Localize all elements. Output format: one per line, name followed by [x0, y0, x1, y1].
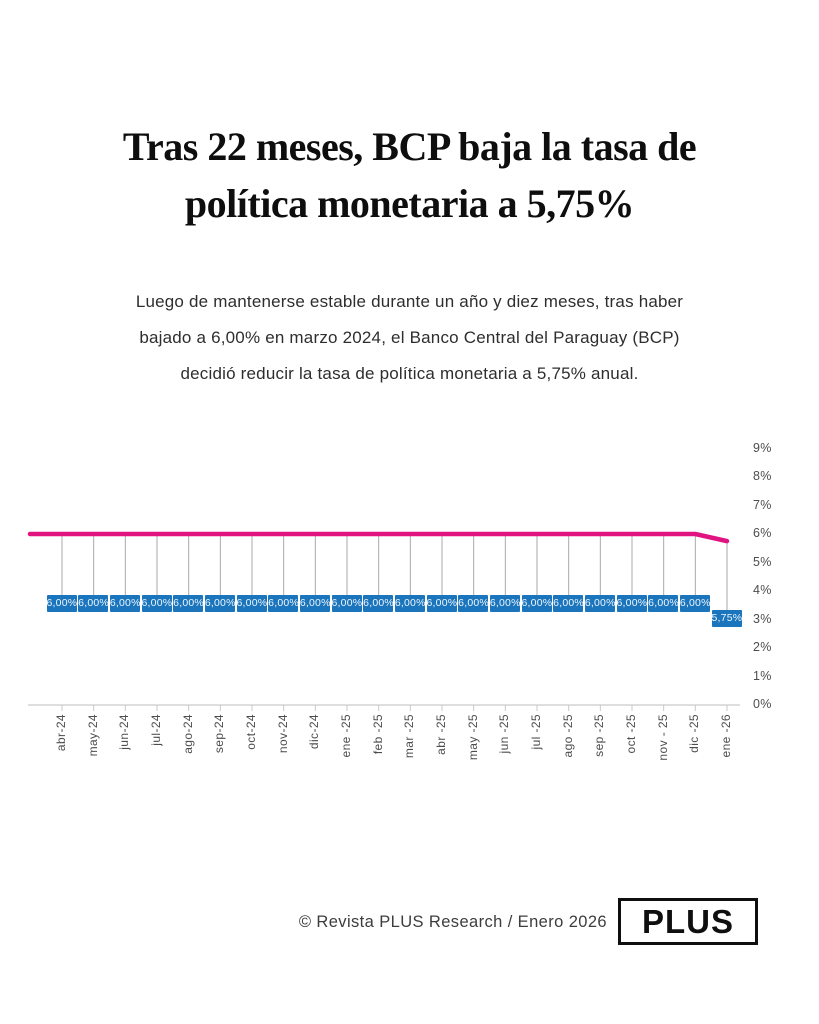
- page-title: Tras 22 meses, BCP baja la tasa de polít…: [0, 118, 819, 232]
- y-axis-label: 7%: [753, 497, 772, 512]
- data-point-label: 6,00%: [236, 595, 267, 612]
- x-axis-label: sep -25: [592, 714, 607, 757]
- x-axis-label: dic -25: [687, 714, 702, 753]
- data-point-label: 6,00%: [426, 595, 457, 612]
- data-point-label: 6,00%: [553, 595, 584, 612]
- y-axis-label: 6%: [753, 526, 772, 540]
- data-point-label: 6,00%: [521, 595, 552, 612]
- y-axis-label: 9%: [753, 440, 772, 455]
- y-axis-label: 0%: [753, 697, 772, 711]
- page-title-line-2: política monetaria a 5,75%: [184, 181, 635, 226]
- data-point-label: 6,00%: [331, 595, 362, 612]
- footer-credit: © Revista PLUS Research / Enero 2026: [298, 913, 607, 931]
- subtitle-line-2: bajado a 6,00% en marzo 2024, el Banco C…: [139, 328, 680, 347]
- x-axis-label: abr -25: [434, 714, 448, 755]
- data-point-label: 6,00%: [109, 595, 140, 612]
- plus-logo-text: PLUS: [641, 902, 734, 940]
- x-axis-label: oct -25: [624, 714, 638, 754]
- x-axis-label: ene -26: [719, 714, 733, 758]
- x-axis-label: may -25: [465, 714, 480, 761]
- x-axis-label: ene -25: [339, 714, 353, 758]
- page-subtitle: Luego de mantenerse estable durante un a…: [0, 284, 819, 392]
- data-point-label: 6,00%: [204, 595, 235, 612]
- x-axis-label: jul-24: [149, 714, 163, 746]
- x-axis-label: mar -25: [402, 714, 417, 759]
- x-axis-label: jul -25: [529, 714, 543, 750]
- x-axis-label: jun -25: [497, 714, 512, 754]
- data-point-label: 6,00%: [268, 595, 299, 612]
- x-axis-label: jun-24: [117, 714, 132, 750]
- data-point-label: 6,00%: [394, 595, 425, 612]
- data-point-label: 6,00%: [679, 595, 710, 612]
- y-axis-label: 4%: [753, 583, 772, 597]
- data-point-label: 6,00%: [173, 595, 204, 612]
- data-point-label: 6,00%: [584, 595, 615, 612]
- y-axis-label: 2%: [753, 640, 772, 654]
- data-point-label: 6,00%: [78, 595, 109, 612]
- data-point-label: 5,75%: [711, 610, 742, 627]
- data-point-label: 6,00%: [363, 595, 394, 612]
- rate-line: [27, 531, 730, 544]
- x-axis-label: nov - 25: [655, 714, 670, 761]
- x-axis-label: abr-24: [54, 714, 68, 752]
- subtitle-line-1: Luego de mantenerse estable durante un a…: [135, 292, 684, 311]
- data-point-label: 6,00%: [299, 595, 330, 612]
- plus-logo: PLUS: [618, 898, 758, 945]
- y-axis-label: 5%: [753, 554, 772, 569]
- x-axis-label: feb -25: [370, 714, 385, 755]
- x-axis-label: ago -25: [560, 714, 575, 758]
- x-axis-label: ago-24: [180, 714, 195, 754]
- data-point-label: 6,00%: [489, 595, 520, 612]
- y-axis-label: 8%: [753, 469, 772, 483]
- y-axis-label: 1%: [753, 668, 772, 683]
- data-point-label: 6,00%: [648, 595, 679, 612]
- y-axis-label: 3%: [753, 611, 772, 626]
- x-axis-label: oct-24: [244, 714, 258, 750]
- x-axis-label: may-24: [85, 714, 100, 757]
- data-point-label: 6,00%: [616, 595, 647, 612]
- data-point-label: 6,00%: [46, 595, 77, 612]
- x-axis-label: nov-24: [275, 714, 290, 754]
- x-axis-label: sep-24: [212, 714, 227, 754]
- subtitle-line-3: decidió reducir la tasa de política mone…: [180, 364, 639, 383]
- page-title-line-1: Tras 22 meses, BCP baja la tasa de: [122, 124, 697, 169]
- x-axis-label: dic-24: [307, 714, 322, 750]
- data-point-label: 6,00%: [141, 595, 172, 612]
- data-point-label: 6,00%: [458, 595, 489, 612]
